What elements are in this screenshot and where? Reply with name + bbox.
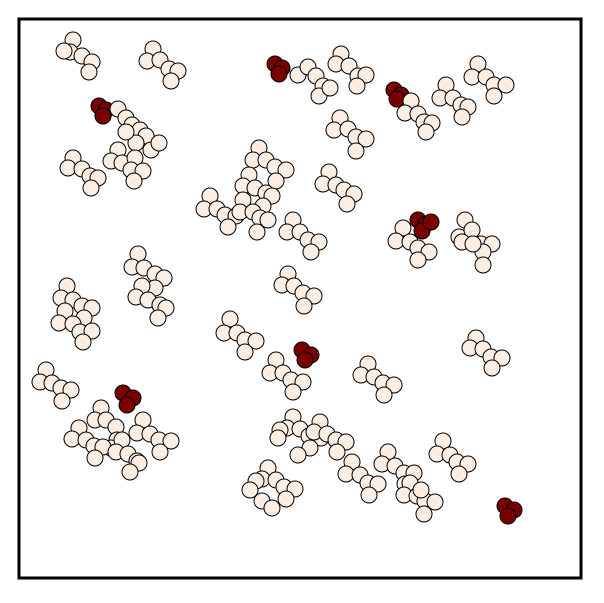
cream-agent — [121, 463, 139, 481]
cream-agent — [412, 481, 430, 499]
cream-agent — [328, 443, 346, 461]
cream-agent — [357, 66, 375, 84]
cream-agent — [357, 130, 375, 148]
dark-red-agent — [499, 507, 517, 525]
cream-agent — [241, 481, 259, 499]
cream-agent — [236, 343, 254, 361]
dark-red-agent — [94, 107, 112, 125]
cream-agent — [485, 87, 503, 105]
cream-agent — [375, 386, 393, 404]
cream-agent — [149, 309, 167, 327]
agents-layer — [31, 31, 523, 525]
cream-agent — [62, 381, 80, 399]
cream-agent — [321, 79, 339, 97]
cream-agent — [369, 475, 387, 493]
cream-agent — [347, 142, 365, 160]
dark-red-agent — [296, 351, 314, 369]
cream-agent — [417, 123, 435, 141]
cream-agent — [162, 432, 180, 450]
cream-agent — [80, 63, 98, 81]
cream-agent — [162, 72, 180, 90]
cream-agent — [360, 486, 378, 504]
cream-agent — [277, 161, 295, 179]
cream-agent — [394, 219, 412, 237]
cream-agent — [277, 490, 295, 508]
cream-agent — [348, 77, 366, 95]
cream-agent — [450, 465, 468, 483]
cream-agent — [248, 223, 266, 241]
cream-agent — [409, 251, 427, 269]
cream-agent — [269, 429, 287, 447]
cream-agent — [284, 383, 302, 401]
cream-agent — [483, 359, 501, 377]
cream-agent — [151, 443, 169, 461]
cream-agent — [464, 235, 482, 253]
cream-agent — [53, 392, 71, 410]
cream-agent — [150, 134, 168, 152]
cream-agent — [263, 499, 281, 517]
cream-agent — [259, 211, 277, 229]
cream-agent — [86, 449, 104, 467]
dark-red-agent — [118, 396, 136, 414]
dark-red-agent — [422, 213, 440, 231]
cream-agent — [426, 493, 444, 511]
cream-agent — [453, 108, 471, 126]
cream-agent — [125, 172, 143, 190]
cream-agent — [474, 256, 492, 274]
cream-agent — [117, 123, 135, 141]
dark-red-agent — [388, 90, 406, 108]
cream-agent — [247, 332, 265, 350]
cream-agent — [302, 243, 320, 261]
cream-agent — [415, 505, 433, 523]
arena-border — [17, 17, 583, 580]
cream-agent — [338, 195, 356, 213]
cream-agent — [219, 218, 237, 236]
cream-agent — [55, 42, 73, 60]
cream-agent — [83, 322, 101, 340]
cream-agent — [74, 333, 92, 351]
cream-agent — [497, 76, 515, 94]
cream-agent — [289, 446, 307, 464]
cream-agent — [82, 179, 100, 197]
cream-agent — [295, 297, 313, 315]
dark-red-agent — [270, 65, 288, 83]
